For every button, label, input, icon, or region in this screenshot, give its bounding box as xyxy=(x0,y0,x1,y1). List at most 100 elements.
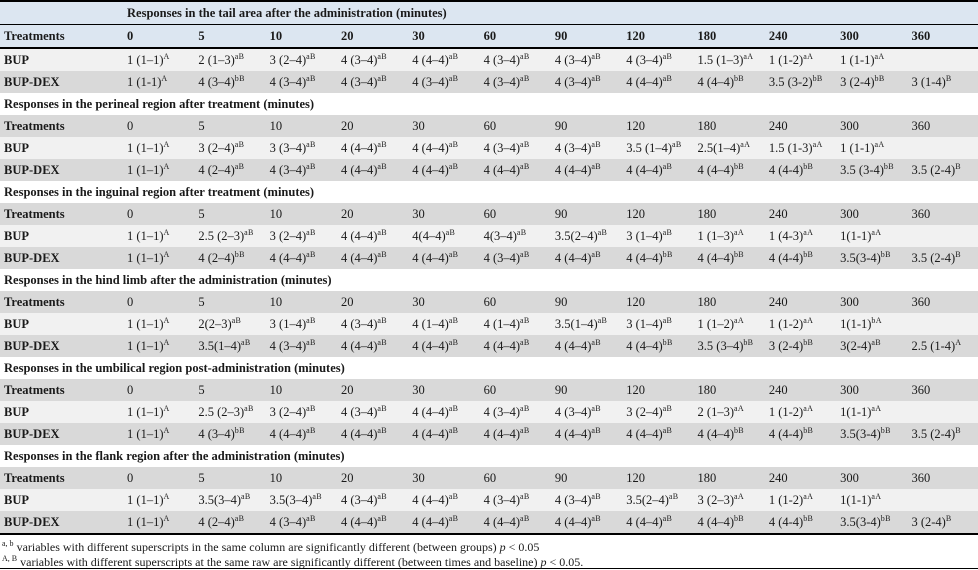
treatment-label: BUP xyxy=(0,489,123,511)
significance-superscript: A xyxy=(163,403,170,413)
significance-superscript: aB xyxy=(520,139,530,149)
time-column-header: 0 xyxy=(122,203,194,225)
significance-superscript: aB xyxy=(377,249,387,259)
score-cell: 1(1-1)aA xyxy=(835,225,907,247)
section-title: Responses in the inguinal region after t… xyxy=(0,181,978,203)
score-cell: 3.5 (3–4)bB xyxy=(692,335,764,357)
significance-superscript: aB xyxy=(520,161,530,171)
score-cell: 4 (3–4)aB xyxy=(478,489,550,511)
time-column-header: 180 xyxy=(692,379,764,401)
significance-superscript: aB xyxy=(520,337,530,347)
time-column-header: 300 xyxy=(835,24,907,49)
significance-superscript: aB xyxy=(520,491,530,501)
significance-superscript: A xyxy=(163,315,170,325)
treatment-label: BUP xyxy=(0,401,123,423)
treatment-data-row: BUP 1 (1–1)A 3 (2–4)aB 3 (3–4)aB 4 (4–4)aB 4 … xyxy=(0,137,978,159)
score-cell: 4 (4–4)aB xyxy=(478,335,550,357)
time-column-header: 240 xyxy=(763,115,836,137)
treatment-data-row: BUP-DEX 1 (1–1)A 3.5(1–4)aB 4 (3–4)aB 4 (4–4… xyxy=(0,335,978,357)
significance-superscript: aB xyxy=(377,227,387,237)
significance-superscript: aB xyxy=(448,513,459,523)
score-cell: 2.5 (2–3)aB xyxy=(193,225,265,247)
treatments-header: Treatments xyxy=(0,24,123,49)
score-cell: 1 (1–1)A xyxy=(122,137,194,159)
time-column-header: 10 xyxy=(264,24,336,49)
significance-superscript: bB xyxy=(880,425,891,435)
time-column-header: 240 xyxy=(763,291,836,313)
time-column-header: 5 xyxy=(193,379,265,401)
score-cell: 1 (1-2)aA xyxy=(763,489,836,511)
score-cell: 1 (1–1)A xyxy=(122,225,194,247)
score-cell: 4 (3–4)aB xyxy=(335,489,408,511)
time-column-header: 360 xyxy=(906,291,978,313)
score-cell: 4 (4–4)bB xyxy=(621,247,693,269)
time-column-header: 30 xyxy=(407,203,479,225)
time-column-header: 30 xyxy=(407,467,479,489)
score-cell: 1 (1–3)aA xyxy=(692,225,764,247)
time-column-header: 5 xyxy=(193,467,265,489)
treatments-header: Treatments xyxy=(0,203,123,225)
score-cell: 3.5 (2-4)B xyxy=(906,423,978,445)
score-cell: 2 (1–3)aA xyxy=(692,401,764,423)
score-cell: 3 (1-4)B xyxy=(906,71,978,93)
significance-superscript: aB xyxy=(377,51,387,61)
time-column-header: 360 xyxy=(906,203,978,225)
footnote: A, B variables with different superscrip… xyxy=(2,554,584,570)
significance-superscript: aB xyxy=(516,227,527,237)
significance-superscript: aB xyxy=(662,73,673,83)
significance-superscript: bB xyxy=(733,161,744,171)
treatment-label: BUP-DEX xyxy=(0,335,123,357)
significance-superscript: aB xyxy=(662,51,673,61)
treatment-label: BUP-DEX xyxy=(0,511,123,534)
score-cell: 2.5 (1-4)A xyxy=(906,335,978,357)
significance-superscript: bB xyxy=(812,73,823,83)
score-cell xyxy=(906,48,978,71)
score-cell: 1 (1-1)aA xyxy=(835,48,907,71)
score-cell: 4 (4–4)bB xyxy=(692,247,764,269)
treatment-data-row: BUP-DEX 1 (1–1)A 4 (2–4)aB 4 (3–4)aB 4 (4–4)… xyxy=(0,159,978,181)
score-cell: 1 (1–1)A xyxy=(122,489,194,511)
time-column-header: 10 xyxy=(264,203,336,225)
significance-superscript: aA xyxy=(733,315,744,325)
time-column-header: 120 xyxy=(621,467,693,489)
time-column-header: 240 xyxy=(763,24,836,49)
significance-superscript: bB xyxy=(743,337,754,347)
time-column-header: 90 xyxy=(549,24,622,49)
score-cell: 4 (4–4)aB xyxy=(549,423,622,445)
significance-superscript: aB xyxy=(306,139,316,149)
significance-superscript: aB xyxy=(377,73,387,83)
score-cell: 4 (4–4)aB xyxy=(335,159,408,181)
significance-superscript: A xyxy=(163,491,170,501)
time-column-header: 60 xyxy=(478,291,550,313)
significance-superscript: aA xyxy=(874,139,885,149)
section-title-row: Responses in the perineal region after t… xyxy=(0,93,978,115)
score-cell: 1 (1-2)aA xyxy=(763,48,836,71)
score-cell: 1 (1–1)A xyxy=(122,423,194,445)
footnote-superscript: A, B xyxy=(2,554,18,563)
score-cell: 4(3–4)aB xyxy=(478,225,550,247)
score-cell: 4 (3–4)bB xyxy=(193,423,265,445)
significance-superscript: aB xyxy=(448,315,459,325)
score-cell: 4 (3–4)aB xyxy=(264,335,336,357)
time-column-header: 5 xyxy=(193,24,265,49)
significance-superscript: aB xyxy=(591,161,601,171)
time-column-header: 300 xyxy=(835,291,907,313)
score-cell: 3(2-4)aB xyxy=(835,335,907,357)
score-cell: 1 (1–1)A xyxy=(122,159,194,181)
significance-superscript: aB xyxy=(448,139,459,149)
time-column-header: 90 xyxy=(549,379,622,401)
treatment-data-row: BUP-DEX 1 (1-1)A 4 (3–4)bB 4 (3–4)aB 4 (3–4)… xyxy=(0,71,978,93)
significance-superscript: aB xyxy=(448,425,459,435)
time-column-header: 180 xyxy=(692,467,764,489)
score-cell: 4 (3–4)aB xyxy=(621,48,693,71)
significance-superscript: aB xyxy=(591,403,601,413)
significance-superscript: bA xyxy=(871,315,882,325)
time-column-header: 90 xyxy=(549,115,622,137)
treatments-header: Treatments xyxy=(0,379,123,401)
treatment-data-row: BUP-DEX 1 (1–1)A 4 (2–4)aB 4 (3–4)aB 4 (4–4)… xyxy=(0,511,978,534)
section-title: Responses in the perineal region after t… xyxy=(0,93,978,115)
time-column-header: 240 xyxy=(763,467,836,489)
significance-superscript: aB xyxy=(662,315,673,325)
score-cell: 4 (4–4)aB xyxy=(407,159,479,181)
treatment-data-row: BUP 1 (1–1)A 2.5 (2–3)aB 3 (2–4)aB 4 (4–4)aB… xyxy=(0,225,978,247)
